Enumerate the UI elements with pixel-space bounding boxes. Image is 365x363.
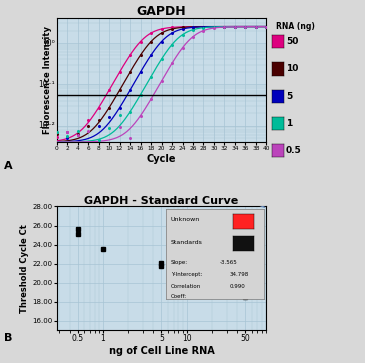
Text: 10⁻¹: 10⁻¹ <box>38 80 54 89</box>
Text: B: B <box>4 333 12 343</box>
Text: 10⁻²: 10⁻² <box>38 121 54 130</box>
Y-axis label: Fluorescence Intensity: Fluorescence Intensity <box>43 26 53 134</box>
Y-axis label: Threshold Cycle Ct: Threshold Cycle Ct <box>20 224 29 313</box>
Title: GAPDH - Standard Curve: GAPDH - Standard Curve <box>84 196 239 206</box>
Text: 5: 5 <box>286 92 292 101</box>
Text: A: A <box>4 161 12 171</box>
Text: 1: 1 <box>286 119 292 128</box>
Text: 0.5: 0.5 <box>286 146 301 155</box>
Text: 10: 10 <box>286 65 298 73</box>
X-axis label: Cycle: Cycle <box>147 154 176 164</box>
X-axis label: ng of Cell Line RNA: ng of Cell Line RNA <box>109 346 214 356</box>
Title: GAPDH: GAPDH <box>137 5 186 18</box>
Text: 50: 50 <box>286 37 298 46</box>
Text: RNA (ng): RNA (ng) <box>276 22 315 31</box>
Text: 10⁰: 10⁰ <box>42 38 54 48</box>
